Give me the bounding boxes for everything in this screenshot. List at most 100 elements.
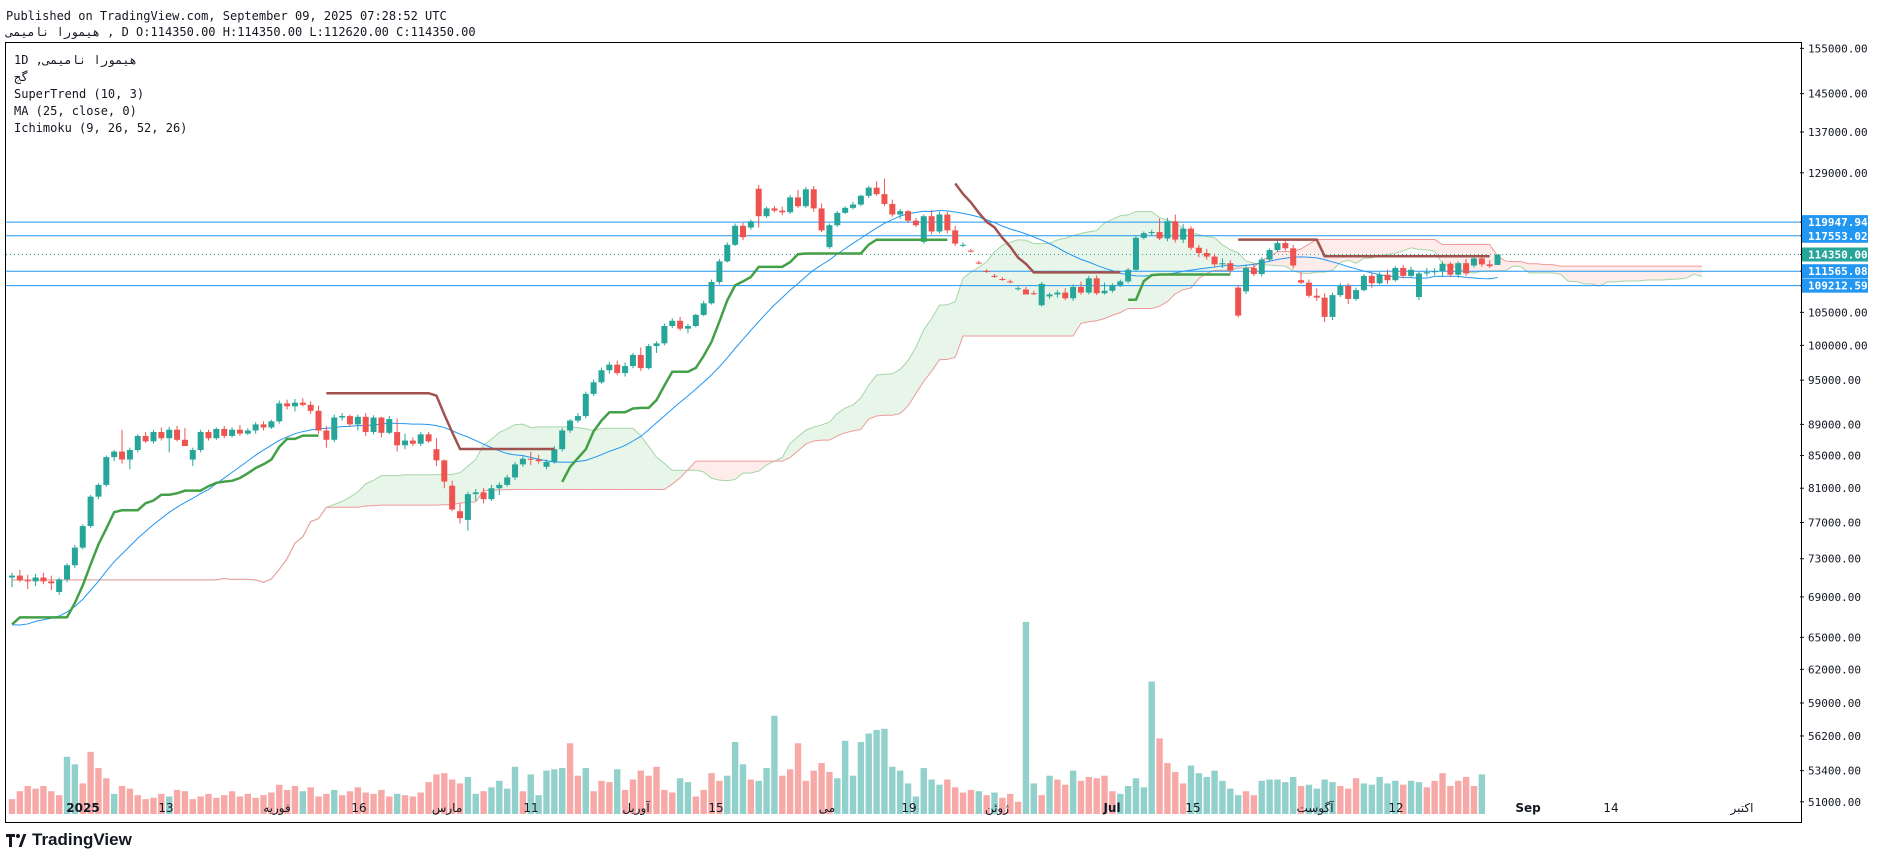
candle bbox=[174, 425, 181, 442]
candle-body bbox=[960, 244, 967, 246]
candle-body bbox=[1368, 275, 1375, 284]
cloud-segment bbox=[1576, 266, 1584, 284]
horizontal-levels bbox=[6, 221, 1800, 287]
candle-body bbox=[795, 197, 801, 207]
cloud-segment bbox=[923, 318, 932, 382]
volume-bar bbox=[433, 774, 440, 814]
cloud-segment bbox=[1403, 239, 1412, 251]
candle-body bbox=[1455, 263, 1462, 275]
price-tick-label: 145000.00 bbox=[1808, 88, 1868, 101]
candle bbox=[119, 429, 126, 464]
supertrend-segment bbox=[561, 238, 948, 483]
candle bbox=[441, 459, 448, 489]
volume-bar bbox=[519, 791, 527, 814]
volume-bar bbox=[912, 796, 920, 814]
candle-body bbox=[1415, 273, 1422, 298]
volume-bar bbox=[456, 783, 464, 814]
candle bbox=[519, 456, 526, 467]
candle-body bbox=[1188, 228, 1194, 248]
candle-body bbox=[1282, 243, 1289, 249]
volume-bar bbox=[511, 766, 519, 814]
price-tick-label: 81000.00 bbox=[1808, 482, 1861, 495]
candle bbox=[244, 428, 251, 436]
volume-bar bbox=[1297, 786, 1305, 814]
cloud-segment bbox=[703, 461, 712, 479]
candle-body bbox=[582, 393, 589, 417]
candle bbox=[1038, 282, 1045, 307]
cloud-segment bbox=[499, 428, 508, 490]
candle-body bbox=[1211, 256, 1218, 265]
candle-body bbox=[1470, 258, 1477, 266]
candle bbox=[661, 323, 668, 346]
candle-body bbox=[1219, 263, 1226, 265]
price-tick-label: 53400.00 bbox=[1808, 765, 1861, 778]
cloud-segment bbox=[963, 272, 971, 336]
symbol-subtitle: گج bbox=[14, 70, 29, 84]
cloud-segment bbox=[460, 466, 468, 504]
candle-body bbox=[1054, 292, 1061, 295]
candle bbox=[669, 318, 676, 328]
ichimoku-cloud bbox=[12, 211, 1703, 583]
volume-bar bbox=[559, 768, 566, 814]
time-tick-label: 2025 bbox=[66, 801, 99, 815]
tradingview-logo[interactable]: TradingView bbox=[6, 830, 132, 850]
volume-bar bbox=[244, 793, 251, 814]
candle bbox=[95, 483, 102, 500]
candle bbox=[826, 223, 833, 249]
price-tick-label: 73000.00 bbox=[1808, 553, 1861, 566]
cloud-segment bbox=[750, 461, 759, 474]
candle-body bbox=[1038, 283, 1045, 306]
candle bbox=[1415, 271, 1422, 301]
candle-body bbox=[771, 208, 778, 211]
candle bbox=[370, 415, 377, 435]
cloud-segment bbox=[1505, 261, 1514, 271]
candle bbox=[48, 575, 55, 591]
candle-body bbox=[834, 212, 841, 226]
candle-body bbox=[291, 402, 298, 407]
cloud-segment bbox=[412, 474, 421, 506]
candle-body bbox=[1227, 263, 1234, 271]
time-axis[interactable]: 2025 13 فوریه 16 مارس 11 آوریل 15 می 19 ژوئن Jul 15 آ… bbox=[66, 800, 1753, 816]
volume-bar bbox=[1227, 788, 1234, 814]
indicator-ichimoku[interactable]: Ichimoku (9, 26, 52, 26) bbox=[14, 121, 188, 135]
volume-bar bbox=[472, 793, 479, 814]
candle bbox=[71, 544, 78, 569]
candle bbox=[1298, 272, 1305, 284]
candle-body bbox=[810, 189, 817, 209]
price-axis[interactable]: 155000.00 145000.00 137000.00 129000.00 1199… bbox=[1800, 42, 1868, 809]
time-tick-label: آگوست bbox=[1296, 800, 1334, 816]
time-tick-label: Jul bbox=[1102, 801, 1120, 815]
cloud-segment bbox=[365, 480, 374, 507]
volume-bar bbox=[865, 733, 872, 814]
candle-body bbox=[1235, 287, 1242, 316]
indicator-supertrend[interactable]: SuperTrend (10, 3) bbox=[14, 87, 145, 101]
indicator-ma[interactable]: MA (25, close, 0) bbox=[14, 104, 137, 118]
cloud-segment bbox=[915, 329, 924, 394]
candle-body bbox=[394, 432, 401, 446]
time-tick-label: Sep bbox=[1515, 801, 1541, 815]
volume-bar bbox=[857, 742, 865, 814]
candle bbox=[1227, 260, 1234, 274]
cloud-segment bbox=[1363, 239, 1372, 259]
candle bbox=[472, 489, 479, 501]
candle-body bbox=[802, 189, 809, 207]
candle bbox=[126, 447, 133, 470]
candle-body bbox=[1494, 254, 1501, 265]
candle-body bbox=[417, 434, 424, 444]
candle-body bbox=[378, 417, 385, 433]
candle-body bbox=[449, 485, 456, 510]
candle bbox=[284, 399, 291, 410]
candle-body bbox=[1298, 280, 1305, 283]
time-tick-label: اکتبر bbox=[1730, 801, 1754, 816]
candle-body bbox=[284, 403, 291, 407]
volume-bar bbox=[346, 791, 354, 814]
candle bbox=[1321, 293, 1328, 323]
volume-bar bbox=[1447, 786, 1454, 814]
volume-bar bbox=[873, 729, 880, 814]
price-tick-label: 59000.00 bbox=[1808, 697, 1861, 710]
candle-body bbox=[79, 526, 86, 548]
cloud-segment bbox=[1615, 266, 1624, 282]
candle-body bbox=[480, 492, 487, 500]
volume-bar bbox=[904, 783, 912, 814]
